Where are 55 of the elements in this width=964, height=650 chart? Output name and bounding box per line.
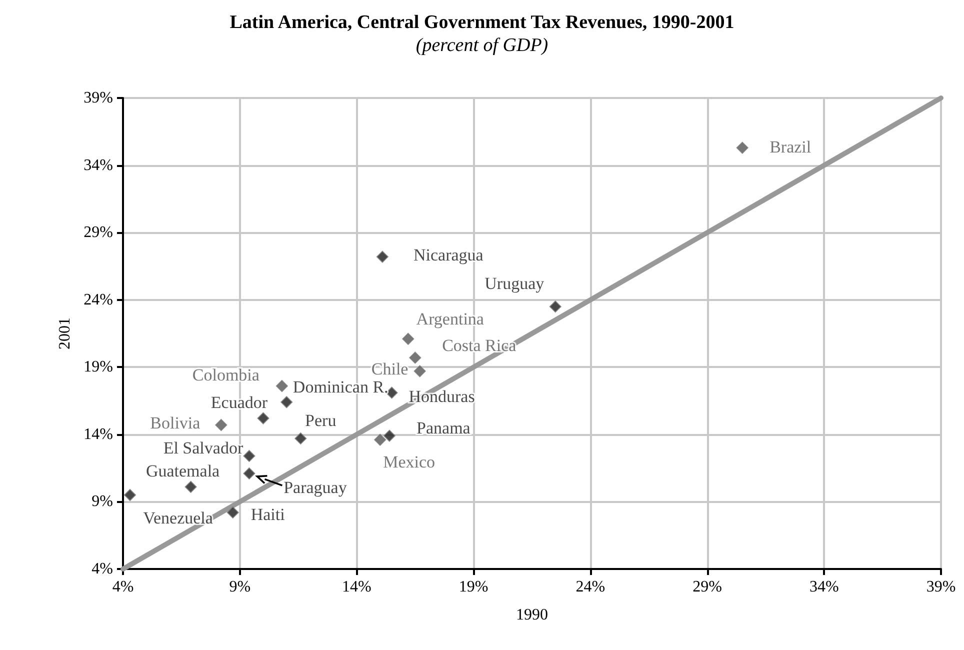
point [257,412,270,424]
series-label: Nicaragua [414,245,484,264]
series-label: Haiti [250,504,286,524]
series-label: Brazil [770,137,812,156]
y-tick-label: 29% [84,224,113,242]
y-tick-label: 14% [84,426,113,443]
point [294,432,307,444]
point [409,352,422,364]
point [736,142,748,154]
x-axis-title: 1990 [516,606,548,624]
point [226,506,239,518]
point [280,396,293,408]
series-label: Ecuador [210,392,268,412]
point [549,300,562,313]
point [386,386,398,399]
series-label: Paraguay [284,478,348,497]
point [184,480,197,493]
series-label: Argentina [416,309,484,328]
point [276,380,288,392]
series-label: Colombia [192,365,260,384]
x-tick-label: 14% [342,578,372,596]
point [376,250,388,263]
point [243,450,256,462]
x-tick-label: 9% [229,578,251,596]
series-label: El Salvador [163,438,244,458]
point [243,467,256,480]
point [402,332,414,345]
x-tick-label: 34% [809,578,839,596]
point [383,430,396,442]
series-label: Chile [371,360,408,379]
point [374,434,386,446]
series-label: Panama [416,418,471,438]
series-label: Bolivia [150,414,201,433]
y-tick-label: 24% [84,291,113,308]
y-tick-label: 9% [92,493,113,510]
x-tick-label: 4% [112,578,134,596]
chart-title: Latin America, Central Government Tax Revenues, 1990-2001 [230,12,734,33]
y-tick-label: 39% [84,90,113,106]
point [215,419,228,432]
y-tick-label: 4% [92,560,113,578]
series-label: Guatemala [146,461,220,480]
series-label: Uruguay [484,274,545,294]
series-label: Peru [305,410,337,430]
series-label: Mexico [383,452,436,472]
x-tick-label: 39% [926,578,956,596]
point [414,365,426,378]
series-label: Dominican R. [292,378,388,397]
x-tick-label: 24% [576,578,606,596]
x-tick-label: 19% [458,578,488,596]
y-tick-label: 34% [84,156,113,174]
x-tick-label: 29% [692,578,722,596]
point [124,488,136,501]
y-tick-label: 19% [84,358,113,376]
y-axis-title: 2001 [56,318,74,350]
chart-subtitle: (percent of GDP) [416,35,548,56]
